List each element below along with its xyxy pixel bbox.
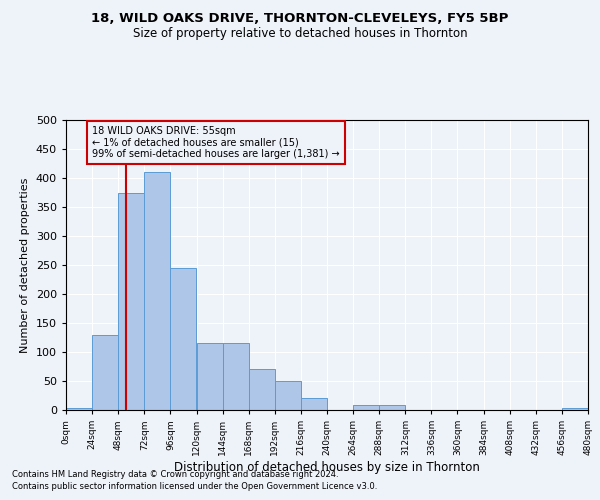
Bar [275,381,301,410]
Bar [66,408,92,410]
Bar [379,406,406,410]
Bar [223,344,249,410]
X-axis label: Distribution of detached houses by size in Thornton: Distribution of detached houses by size … [174,461,480,474]
Text: Contains public sector information licensed under the Open Government Licence v3: Contains public sector information licen… [12,482,377,491]
Text: 18 WILD OAKS DRIVE: 55sqm
← 1% of detached houses are smaller (15)
99% of semi-d: 18 WILD OAKS DRIVE: 55sqm ← 1% of detach… [92,126,340,159]
Bar [118,192,144,410]
Bar [562,408,588,410]
Text: Size of property relative to detached houses in Thornton: Size of property relative to detached ho… [133,28,467,40]
Bar [197,344,223,410]
Bar [170,268,196,410]
Bar [249,370,275,410]
Text: Contains HM Land Registry data © Crown copyright and database right 2024.: Contains HM Land Registry data © Crown c… [12,470,338,479]
Bar [301,398,327,410]
Bar [92,334,118,410]
Text: 18, WILD OAKS DRIVE, THORNTON-CLEVELEYS, FY5 5BP: 18, WILD OAKS DRIVE, THORNTON-CLEVELEYS,… [91,12,509,26]
Bar [353,406,379,410]
Bar [145,172,170,410]
Y-axis label: Number of detached properties: Number of detached properties [20,178,30,352]
